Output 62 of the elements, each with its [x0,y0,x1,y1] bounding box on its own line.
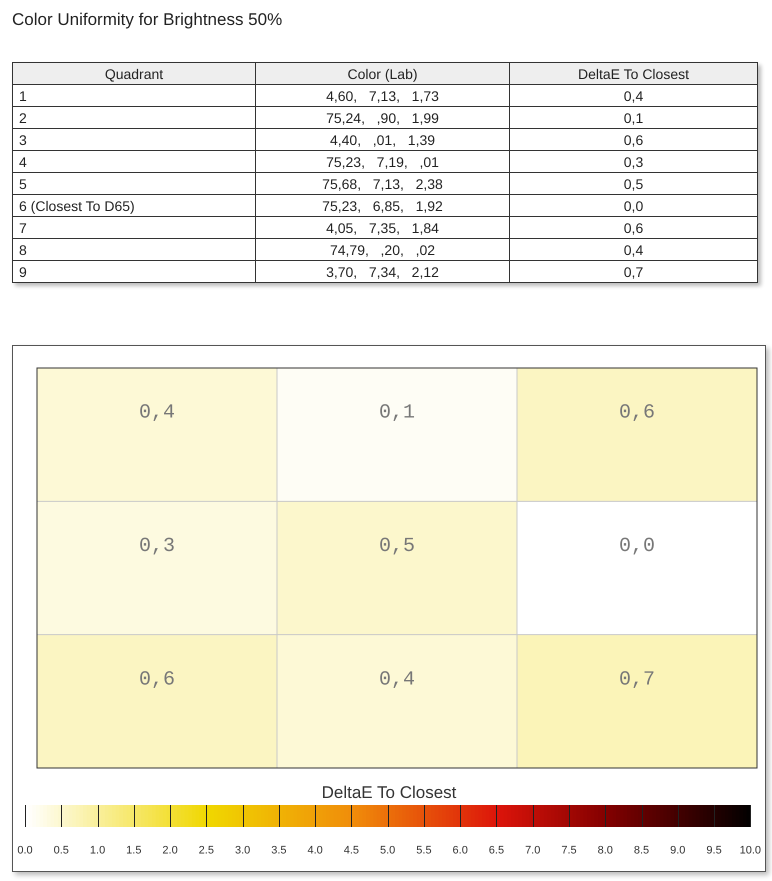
category-label: Quadrant [12,62,256,84]
text: 4,60, 7,13, 1,73 [256,84,510,106]
color-bar-label: 3.0 [234,844,250,856]
text: 75,24, ,90, 1,99 [256,106,510,128]
color-bar-label: 8.0 [598,844,613,856]
text: 5 [12,172,256,194]
color-bar-label: 7.0 [525,844,540,856]
text: 0,0 [510,194,758,216]
text: 0,6 [510,216,758,238]
data-label: 0,6 [138,668,176,692]
text: 0,3 [510,150,758,172]
text: 75,23, 6,85, 1,92 [256,194,510,216]
color-bar-label: 5.5 [416,844,432,856]
text: 6 (Closest To D65) [12,194,256,216]
text: 74,79, ,20, ,02 [256,238,510,260]
text: 0,7 [510,260,758,282]
data-label: 0,7 [618,668,656,692]
color-bar-label: 4.5 [344,844,360,856]
color-bar-label: 8.5 [634,844,650,856]
text: 0,6 [510,128,758,150]
text: 75,23, 7,19, ,01 [256,150,510,172]
color-bar-label: 9.5 [706,844,722,856]
text: 0,4 [510,238,758,260]
color-bar-label: 3.5 [271,844,286,856]
color-bar-label: 2.0 [162,844,178,856]
category-label: DeltaE To Closest [510,62,758,84]
data-label: 0,5 [378,535,416,558]
text: 2 [12,106,256,128]
data-label: 0,3 [138,535,176,558]
color-bar-label: 6.0 [452,844,468,856]
text: 3,70, 7,34, 2,12 [256,260,510,282]
text: Color Uniformity for Brightness 50% [12,10,282,30]
text: 4,05, 7,35, 1,84 [256,216,510,238]
color-bar-label: 0.0 [17,844,33,856]
color-bar-label: 10.0 [740,844,762,856]
color-bar-label: 1.0 [90,844,106,856]
data-label: 0,6 [618,402,656,425]
color-bar-title: DeltaE To Closest [320,783,458,803]
color-bar-label: 6.5 [488,844,504,856]
text: 1 [12,84,256,106]
text: 4 [12,150,256,172]
text: 75,68, 7,13, 2,38 [256,172,510,194]
text: 0,5 [510,172,758,194]
data-label: 0,0 [618,535,656,558]
color-bar-label: 1.5 [126,844,142,856]
color-bar-label: 4.0 [307,844,323,856]
color-bar-label: 9.0 [670,844,686,856]
text: 0,4 [510,84,758,106]
color-bar-label: 5.0 [380,844,396,856]
data-label: 0,1 [378,402,416,425]
text: 3 [12,128,256,150]
text: 7 [12,216,256,238]
color-bar-label: 2.5 [198,844,214,856]
text: 4,40, ,01, 1,39 [256,128,510,150]
color-bar-label: 7.5 [561,844,577,856]
text: 0,1 [510,106,758,128]
text: 9 [12,260,256,282]
color-bar-label: 0.5 [54,844,69,856]
data-label: 0,4 [378,668,416,692]
category-label: Color (Lab) [256,62,510,84]
data-label: 0,4 [138,402,176,425]
text: 8 [12,238,256,260]
